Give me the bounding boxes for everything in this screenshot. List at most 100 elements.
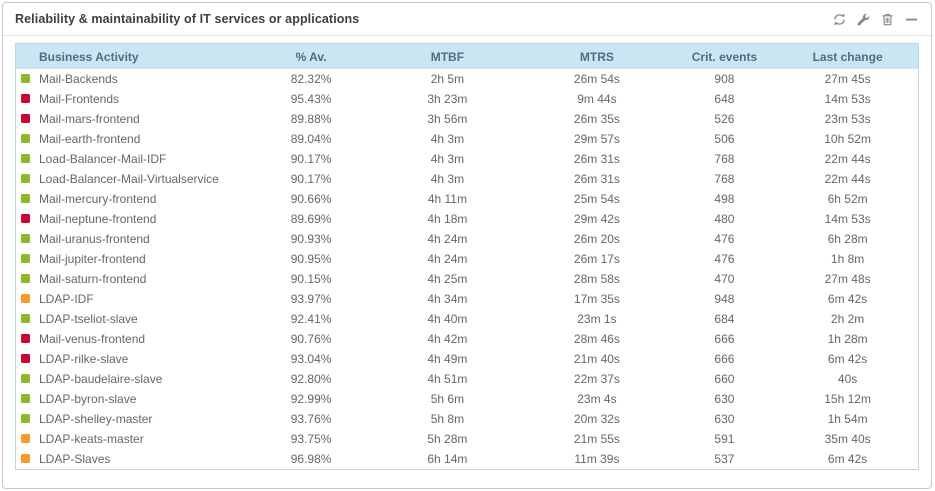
service-name: Load-Balancer-Mail-Virtualservice — [39, 172, 219, 186]
table-row[interactable]: Mail-Backends 82.32% 2h 5m 26m 54s 908 27m 45… — [16, 69, 918, 89]
column-header-mtrs[interactable]: MTRS — [522, 44, 672, 69]
cell-last-change: 1h 8m — [777, 249, 918, 269]
cell-business-activity: Mail-uranus-frontend — [16, 229, 250, 249]
cell-crit-events: 476 — [671, 229, 778, 249]
cell-availability: 90.76% — [249, 329, 373, 349]
cell-mtrs: 29m 42s — [522, 209, 672, 229]
table-row[interactable]: LDAP-rilke-slave 93.04% 4h 49m 21m 40s 666 6m… — [16, 349, 918, 369]
table-row[interactable]: Mail-saturn-frontend 90.15% 4h 25m 28m 58s 4… — [16, 269, 918, 289]
cell-mtbf: 4h 3m — [372, 169, 523, 189]
cell-crit-events: 666 — [671, 349, 778, 369]
status-ok-icon — [21, 314, 30, 324]
cell-availability: 92.80% — [249, 369, 373, 389]
cell-availability: 89.04% — [249, 129, 373, 149]
table-row[interactable]: Load-Balancer-Mail-IDF 90.17% 4h 3m 26m 31s… — [16, 149, 918, 169]
table-row[interactable]: LDAP-IDF 93.97% 4h 34m 17m 35s 948 6m 42s — [16, 289, 918, 309]
cell-last-change: 40s — [777, 369, 918, 389]
cell-mtrs: 21m 55s — [522, 429, 672, 449]
cell-mtrs: 11m 39s — [522, 449, 672, 469]
cell-mtbf: 4h 25m — [372, 269, 523, 289]
cell-crit-events: 470 — [671, 269, 778, 289]
cell-last-change: 6h 52m — [777, 189, 918, 209]
cell-business-activity: Mail-Frontends — [16, 89, 250, 109]
cell-availability: 93.04% — [249, 349, 373, 369]
settings-wrench-icon[interactable] — [856, 12, 871, 27]
column-header-mtbf[interactable]: MTBF — [372, 44, 523, 69]
table-row[interactable]: LDAP-tseliot-slave 92.41% 4h 40m 23m 1s 684 2… — [16, 309, 918, 329]
status-critical-icon — [21, 334, 30, 344]
table-row[interactable]: LDAP-keats-master 93.75% 5h 28m 21m 55s 591 3… — [16, 429, 918, 449]
table-row[interactable]: Mail-uranus-frontend 90.93% 4h 24m 26m 20s 4… — [16, 229, 918, 249]
table-row[interactable]: Mail-mars-frontend 89.88% 3h 56m 26m 35s 526… — [16, 109, 918, 129]
cell-business-activity: LDAP-tseliot-slave — [16, 309, 250, 329]
cell-crit-events: 666 — [671, 329, 778, 349]
refresh-icon[interactable] — [832, 12, 847, 27]
service-name: LDAP-shelley-master — [39, 412, 153, 426]
service-name: Mail-Backends — [39, 72, 118, 86]
cell-business-activity: Mail-saturn-frontend — [16, 269, 250, 289]
cell-business-activity: Mail-mars-frontend — [16, 109, 250, 129]
cell-last-change: 15h 12m — [777, 389, 918, 409]
table-row[interactable]: Mail-mercury-frontend 90.66% 4h 11m 25m 54s… — [16, 189, 918, 209]
status-ok-icon — [21, 194, 30, 204]
reliability-table: Business Activity% Av. MTBF MTRS Crit. even… — [15, 43, 919, 470]
cell-business-activity: LDAP-Slaves — [16, 449, 250, 469]
cell-crit-events: 660 — [671, 369, 778, 389]
cell-last-change: 14m 53s — [777, 89, 918, 109]
cell-last-change: 6m 42s — [777, 449, 918, 469]
cell-availability: 90.17% — [249, 149, 373, 169]
cell-last-change: 23m 53s — [777, 109, 918, 129]
cell-availability: 90.93% — [249, 229, 373, 249]
table-row[interactable]: Mail-jupiter-frontend 90.95% 4h 24m 26m 17s… — [16, 249, 918, 269]
service-name: LDAP-Slaves — [39, 452, 111, 466]
cell-availability: 82.32% — [249, 69, 373, 89]
cell-mtbf: 2h 5m — [372, 69, 523, 89]
cell-mtbf: 4h 24m — [372, 249, 523, 269]
table-row[interactable]: LDAP-baudelaire-slave 92.80% 4h 51m 22m 37s… — [16, 369, 918, 389]
cell-business-activity: LDAP-baudelaire-slave — [16, 369, 250, 389]
table-row[interactable]: Mail-earth-frontend 89.04% 4h 3m 29m 57s 506… — [16, 129, 918, 149]
status-critical-icon — [21, 354, 30, 364]
column-header-business-activity[interactable]: Business Activity — [16, 44, 250, 69]
cell-mtbf: 3h 23m — [372, 89, 523, 109]
cell-business-activity: LDAP-byron-slave — [16, 389, 250, 409]
service-name: LDAP-rilke-slave — [39, 352, 129, 366]
status-critical-icon — [21, 114, 30, 124]
cell-mtrs: 21m 40s — [522, 349, 672, 369]
table-row[interactable]: Mail-venus-frontend 90.76% 4h 42m 28m 46s 66… — [16, 329, 918, 349]
cell-crit-events: 498 — [671, 189, 778, 209]
cell-last-change: 2h 2m — [777, 309, 918, 329]
table-row[interactable]: Mail-Frontends 95.43% 3h 23m 9m 44s 648 14m 5… — [16, 89, 918, 109]
cell-business-activity: LDAP-shelley-master — [16, 409, 250, 429]
widget-toolbar — [832, 12, 919, 27]
table-row[interactable]: LDAP-byron-slave 92.99% 5h 6m 23m 4s 630 15h … — [16, 389, 918, 409]
cell-availability: 93.75% — [249, 429, 373, 449]
cell-availability: 89.88% — [249, 109, 373, 129]
table-row[interactable]: Mail-neptune-frontend 89.69% 4h 18m 29m 42s… — [16, 209, 918, 229]
cell-mtbf: 4h 34m — [372, 289, 523, 309]
column-header-av[interactable]: % Av. — [249, 44, 373, 69]
cell-last-change: 6m 42s — [777, 289, 918, 309]
column-header-last-change[interactable]: Last change — [777, 44, 918, 69]
cell-mtrs: 23m 4s — [522, 389, 672, 409]
cell-crit-events: 630 — [671, 409, 778, 429]
delete-trash-icon[interactable] — [880, 12, 895, 27]
cell-mtbf: 4h 11m — [372, 189, 523, 209]
table-row[interactable]: LDAP-Slaves 96.98% 6h 14m 11m 39s 537 6m 42s — [16, 449, 918, 469]
cell-mtrs: 26m 17s — [522, 249, 672, 269]
service-name: Mail-neptune-frontend — [39, 212, 157, 226]
cell-crit-events: 476 — [671, 249, 778, 269]
table-row[interactable]: LDAP-shelley-master 93.76% 5h 8m 20m 32s 630… — [16, 409, 918, 429]
status-ok-icon — [21, 414, 30, 424]
column-header-crit-events[interactable]: Crit. events — [671, 44, 778, 69]
service-name: Mail-uranus-frontend — [39, 232, 150, 246]
cell-last-change: 1h 54m — [777, 409, 918, 429]
cell-mtrs: 26m 35s — [522, 109, 672, 129]
cell-last-change: 10h 52m — [777, 129, 918, 149]
table-row[interactable]: Load-Balancer-Mail-Virtualservice 90.17% 4… — [16, 169, 918, 189]
status-ok-icon — [21, 374, 30, 384]
collapse-minus-icon[interactable] — [904, 12, 919, 27]
service-name: Mail-saturn-frontend — [39, 272, 147, 286]
cell-mtbf: 3h 56m — [372, 109, 523, 129]
